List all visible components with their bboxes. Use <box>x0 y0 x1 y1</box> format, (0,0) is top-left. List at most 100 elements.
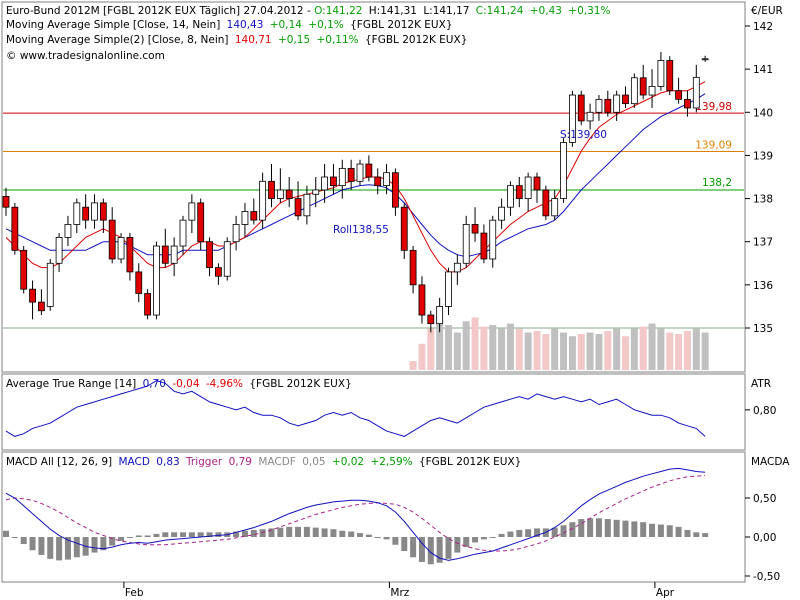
macdf-bar <box>241 530 248 537</box>
volume-bar <box>480 326 488 370</box>
ma8-legend-change: +0,15 <box>278 34 310 46</box>
candle-body <box>135 271 143 294</box>
macdf-bar <box>144 535 151 537</box>
candle-body <box>400 206 408 251</box>
macdf-bar <box>702 533 709 537</box>
atr-legend-value: 0,70 <box>143 378 166 390</box>
macdf-bar <box>507 531 514 537</box>
volume-bar <box>498 328 506 370</box>
candle-body <box>418 284 426 316</box>
macdf-bar <box>569 522 576 537</box>
main-ytick-label: 136 <box>753 280 773 292</box>
candle-body <box>117 236 125 260</box>
macdf-bar <box>480 537 487 540</box>
macd-panel <box>1 451 746 583</box>
candle-body <box>144 293 152 316</box>
candle-body <box>197 202 205 243</box>
candle-body <box>268 180 275 199</box>
candle-body <box>560 142 567 199</box>
main-legend-line1: Euro-Bund 2012M [FGBL 2012K EUX Täglich]… <box>6 5 610 17</box>
candle-body <box>391 172 399 208</box>
macdf-bar <box>472 537 479 543</box>
atr-line <box>5 380 706 437</box>
volume-bar <box>471 317 479 370</box>
candle-body <box>126 236 134 273</box>
candle-body <box>170 245 178 264</box>
ma8-legend-symbol: {FGBL 2012K EUX} <box>365 34 467 46</box>
macdf-bar <box>109 537 116 546</box>
macdf-bar <box>622 520 629 537</box>
macdf-bar <box>649 523 656 537</box>
volume-bar <box>675 334 683 370</box>
volume-bar <box>506 323 514 370</box>
atr-legend-symbol: {FGBL 2012K EUX} <box>249 378 351 390</box>
macdf-bar <box>374 537 381 538</box>
macdf-bar <box>100 537 107 551</box>
ma14-legend-value: 140,43 <box>227 19 264 31</box>
main-ytick-label: 139 <box>753 150 773 162</box>
atr-axis-title: ATR <box>751 378 771 390</box>
candle-body <box>250 211 258 221</box>
macdf-bar <box>126 537 133 538</box>
macd-legend-macd-label: MACD <box>118 456 149 468</box>
candle-body <box>701 58 709 61</box>
macdf-bar <box>206 532 213 537</box>
candle-body <box>489 219 497 260</box>
volume-bar <box>551 328 559 370</box>
volume-bar <box>568 336 576 370</box>
macdf-bar <box>560 525 567 537</box>
atr-legend-percent: -4,96% <box>206 378 243 390</box>
macdf-bar <box>365 534 372 537</box>
candle-body <box>276 189 284 199</box>
macdf-bar <box>392 537 399 545</box>
candle-body <box>356 163 364 182</box>
volume-bar <box>409 361 417 370</box>
candle-body <box>153 245 160 316</box>
macdf-bar <box>348 531 355 537</box>
main-legend-open: O:141,22 <box>314 5 362 17</box>
candle-body <box>99 202 107 221</box>
volume-bar <box>666 332 674 370</box>
candle-body <box>648 86 656 96</box>
candle-body <box>347 167 355 182</box>
candle-body <box>20 249 28 290</box>
macdf-bar <box>20 537 27 545</box>
candle-body <box>46 262 54 307</box>
ma14-legend: Moving Average Simple [Close, 14, Nein] … <box>6 19 453 31</box>
macd-axis-title: MACDA <box>751 456 790 468</box>
candle-body <box>515 185 523 199</box>
macdf-bar <box>339 530 346 537</box>
macdf-bar <box>286 526 293 537</box>
macd-legend-trigger-label: Trigger <box>185 456 223 468</box>
macdf-bar <box>604 519 611 537</box>
macdf-bar <box>675 526 682 537</box>
hline-label-1: 139,09 <box>695 140 732 152</box>
macdf-bar <box>595 518 602 537</box>
macdf-bar <box>436 537 443 563</box>
candle-body <box>365 163 373 178</box>
macdf-bar <box>498 533 505 537</box>
xtick-label-apr: Apr <box>656 587 675 599</box>
macdf-bar <box>3 530 9 537</box>
candle-body <box>2 196 10 208</box>
candle-body <box>471 224 479 234</box>
volume-bar <box>445 325 452 370</box>
macdf-bar <box>135 535 142 537</box>
candle-body <box>453 262 461 273</box>
macdf-bar <box>401 537 408 552</box>
volume-bar <box>489 325 497 370</box>
candle-body <box>29 288 36 303</box>
candle-body <box>330 176 337 187</box>
ma8-legend-name: Moving Average Simple(2) [Close, 8, Nein… <box>6 34 229 46</box>
macdf-bar <box>525 529 532 537</box>
macd-legend-macdf-value: 0,05 <box>302 456 325 468</box>
macdf-bar <box>657 524 664 537</box>
trigger-line <box>5 474 706 552</box>
copyright-text: © www.tradesignalonline.com <box>6 50 165 62</box>
macd-legend-trigger-value: 0,79 <box>229 456 252 468</box>
roll-annotation: Roll138,55 <box>333 224 389 236</box>
candle-body <box>551 198 559 217</box>
macd-legend-name: MACD All [12, 26, 9] <box>6 456 112 468</box>
macdf-bar <box>516 529 523 537</box>
